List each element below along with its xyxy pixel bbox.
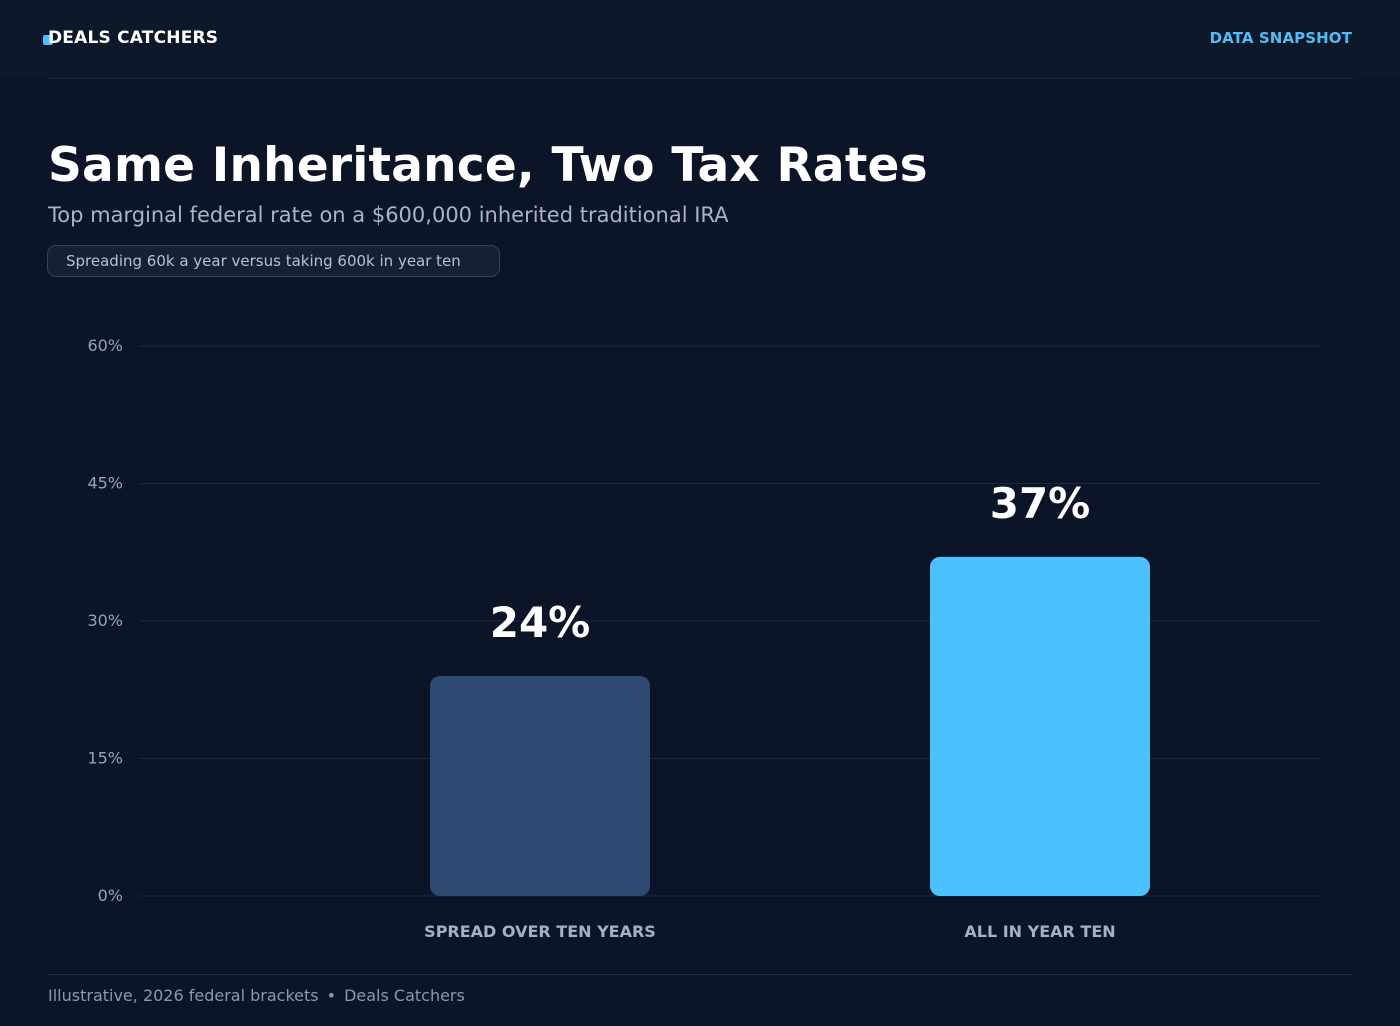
comparison-tag: Spreading 60k a year versus taking 600k … <box>47 245 500 277</box>
top-bar: DEALS CATCHERS DATA SNAPSHOT <box>0 0 1400 78</box>
data-label: 37% <box>990 479 1091 528</box>
brand-logo-icon <box>43 35 53 45</box>
bar-chart: 0% 15% 30% 45% 60% 24% SPREAD OVER TEN YEARS 37… <box>87 336 1321 941</box>
footer-separator: • <box>326 986 337 1005</box>
data-snapshot-link[interactable]: DATA SNAPSHOT <box>1209 29 1352 47</box>
y-tick-label: 45% <box>87 474 123 493</box>
header-divider <box>48 78 1353 79</box>
chart-title: Same Inheritance, Two Tax Rates <box>48 138 928 193</box>
data-label: 24% <box>490 598 591 647</box>
footer-source: Deals Catchers <box>344 986 465 1005</box>
footer: Illustrative, 2026 federal brackets • Deal… <box>48 986 465 1005</box>
y-tick-label: 60% <box>87 336 123 355</box>
brand-name: DEALS CATCHERS <box>48 28 219 48</box>
bar <box>430 676 650 896</box>
brand[interactable]: DEALS CATCHERS <box>43 27 218 49</box>
y-tick-label: 15% <box>87 749 123 768</box>
chart-subtitle: Top marginal federal rate on a $600,000 … <box>48 203 729 227</box>
footer-note: Illustrative, 2026 federal brackets <box>48 986 319 1005</box>
x-category-label: ALL IN YEAR TEN <box>964 922 1115 941</box>
x-category-label: SPREAD OVER TEN YEARS <box>424 922 656 941</box>
bar <box>930 556 1150 896</box>
y-tick-label: 30% <box>87 611 123 630</box>
footer-divider <box>48 974 1353 975</box>
y-tick-label: 0% <box>98 886 123 905</box>
